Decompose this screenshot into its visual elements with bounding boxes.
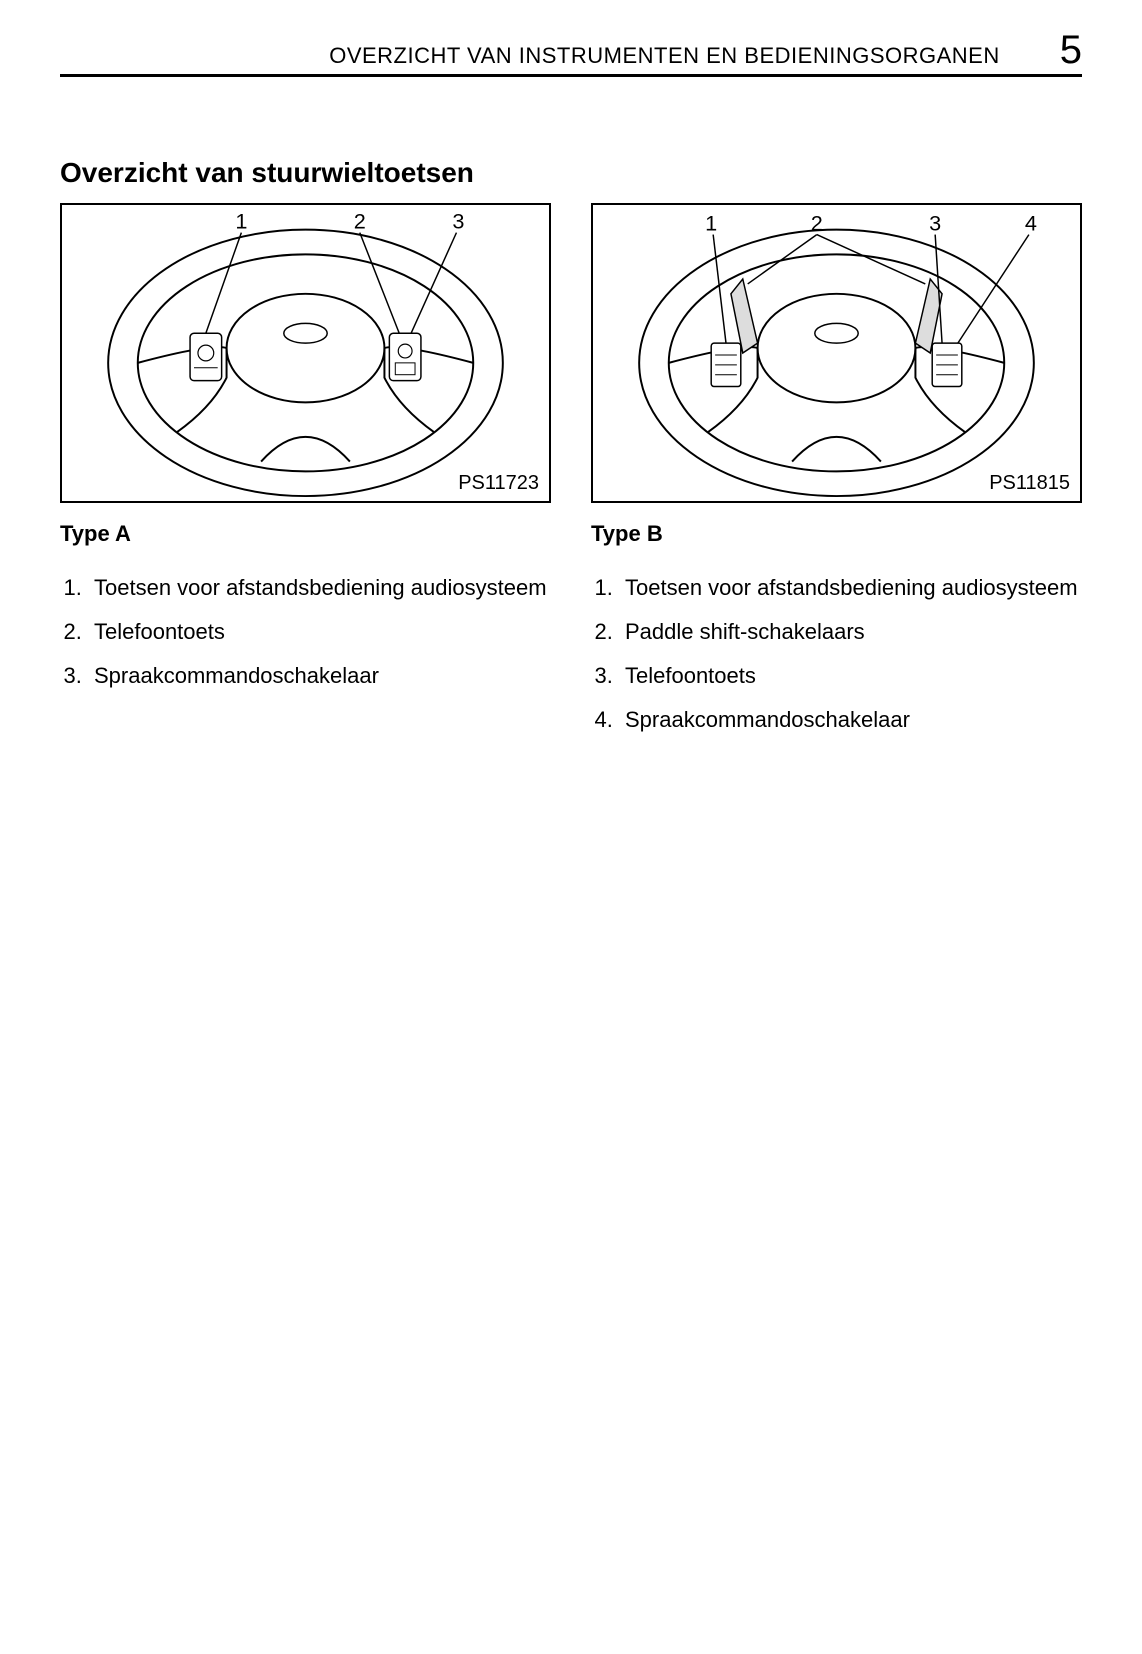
type-b-label: Type B: [591, 521, 1082, 547]
content-columns: 1 2 3 PS11723 Type A Toetsen voor afstan…: [60, 203, 1082, 747]
list-item: Spraakcommandoschakelaar: [619, 703, 1082, 737]
list-item: Spraakcommandoschakelaar: [88, 659, 551, 693]
figure-b-id: PS11815: [989, 472, 1070, 495]
type-a-label: Type A: [60, 521, 551, 547]
steering-wheel-a-icon: 1 2 3: [62, 205, 549, 501]
page-number: 5: [1040, 30, 1082, 70]
callout-1: 1: [235, 209, 247, 234]
callout-2: 2: [811, 211, 823, 236]
list-item: Telefoontoets: [88, 615, 551, 649]
page-header: OVERZICHT VAN INSTRUMENTEN EN BEDIENINGS…: [60, 30, 1082, 77]
section-title: Overzicht van stuurwieltoetsen: [60, 157, 1082, 189]
type-a-list: Toetsen voor afstandsbediening audiosyst…: [60, 571, 551, 693]
callout-4: 4: [1025, 211, 1037, 236]
callout-3: 3: [929, 211, 941, 236]
callout-2: 2: [354, 209, 366, 234]
figure-b: 1 2 3 4 PS11815: [591, 203, 1082, 503]
list-item: Toetsen voor afstandsbediening audiosyst…: [619, 571, 1082, 605]
list-item: Paddle shift-schakelaars: [619, 615, 1082, 649]
figure-a-id: PS11723: [458, 472, 539, 495]
chapter-title: OVERZICHT VAN INSTRUMENTEN EN BEDIENINGS…: [60, 43, 1040, 69]
callout-1: 1: [705, 211, 717, 236]
list-item: Telefoontoets: [619, 659, 1082, 693]
callout-3: 3: [452, 209, 464, 234]
column-type-a: 1 2 3 PS11723 Type A Toetsen voor afstan…: [60, 203, 551, 747]
figure-a: 1 2 3 PS11723: [60, 203, 551, 503]
list-item: Toetsen voor afstandsbediening audiosyst…: [88, 571, 551, 605]
type-b-list: Toetsen voor afstandsbediening audiosyst…: [591, 571, 1082, 737]
column-type-b: 1 2 3 4 PS11815 Type B Toetsen voor afst…: [591, 203, 1082, 747]
page: OVERZICHT VAN INSTRUMENTEN EN BEDIENINGS…: [0, 0, 1142, 1654]
steering-wheel-b-icon: 1 2 3 4: [593, 205, 1080, 501]
